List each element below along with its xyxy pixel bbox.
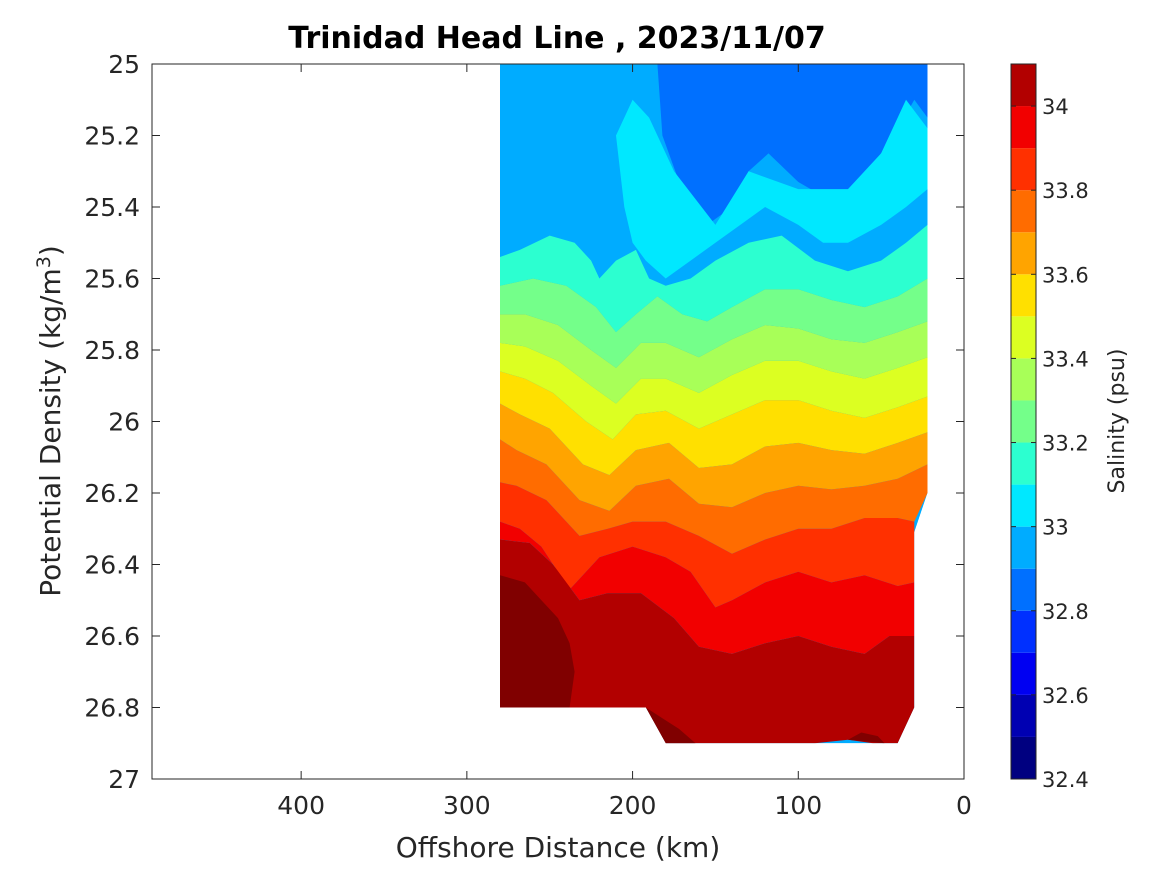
contour-band-11-14 <box>500 371 928 476</box>
y-tick-label: 25.4 <box>84 193 140 222</box>
contour-band-7-10 <box>500 224 928 333</box>
colorbar-swatch <box>1011 358 1036 401</box>
colorbar-swatch <box>1011 232 1036 275</box>
contour-band-10-13 <box>500 342 928 440</box>
colorbar: 32.4 32.6 32.8 33 33.2 33.4 33.6 33.8 34 <box>1010 63 1089 792</box>
colorbar-tick-label: 32.8 <box>1042 600 1089 624</box>
y-axis-label-superscript: 3 <box>33 256 55 268</box>
colorbar-tick-label: 33.6 <box>1042 263 1089 287</box>
y-axis-label-close: ) <box>34 245 67 256</box>
x-tick-label: 0 <box>956 791 972 820</box>
colorbar-swatch <box>1011 190 1036 233</box>
x-axis-ticks: 400 300 200 100 0 <box>277 64 972 820</box>
contour-band-16-19 <box>500 539 915 744</box>
y-tick-label: 25.6 <box>84 265 140 294</box>
y-tick-label: 25 <box>108 50 140 79</box>
colorbar-swatch <box>1011 316 1036 359</box>
contour-band-14-17 <box>500 482 915 608</box>
chart-title: Trinidad Head Line , 2023/11/07 <box>288 21 825 56</box>
contour-band-6-9 <box>616 99 928 279</box>
colorbar-tick-label: 32.4 <box>1042 768 1089 792</box>
colorbar-label: Salinity (psu) <box>1105 349 1130 494</box>
x-tick-label: 200 <box>609 791 657 820</box>
contour-band-9-12 <box>500 314 928 404</box>
contour-band-13-16 <box>500 439 928 554</box>
x-tick-label: 400 <box>277 791 325 820</box>
colorbar-swatch <box>1011 400 1036 443</box>
contour-band-17-22 <box>848 732 885 744</box>
y-tick-label: 26.6 <box>84 622 140 651</box>
colorbar-swatch <box>1011 274 1036 317</box>
y-tick-label: 27 <box>108 765 140 794</box>
y-axis-label-main: Potential Density (kg/m <box>34 268 67 597</box>
y-tick-label: 26.2 <box>84 479 140 508</box>
colorbar-swatch <box>1011 526 1036 569</box>
colorbar-swatch <box>1011 64 1036 107</box>
colorbar-tick-label: 32.6 <box>1042 684 1089 708</box>
colorbar-frame <box>1010 63 1037 780</box>
y-tick-label: 26.8 <box>84 694 140 723</box>
colorbar-swatch <box>1011 568 1036 611</box>
colorbar-swatch <box>1011 442 1036 485</box>
y-tick-label: 25.2 <box>84 122 140 151</box>
colorbar-swatch <box>1011 106 1036 149</box>
x-tick-label: 300 <box>443 791 491 820</box>
contour-band-5-8 <box>500 64 625 243</box>
colorbar-tick-label: 33.2 <box>1042 432 1089 456</box>
y-axis-ticks: 25 25.2 25.4 25.6 25.8 26 26.2 26.4 26.6 26.8 27 <box>84 50 964 794</box>
contour-band-12-15 <box>500 403 928 511</box>
colorbar-swatches <box>1011 64 1036 779</box>
contour-bands <box>500 64 928 744</box>
colorbar-swatch <box>1011 484 1036 527</box>
contour-band-15-18 <box>500 521 915 654</box>
x-tick-label: 100 <box>774 791 822 820</box>
y-tick-label: 26.4 <box>84 551 140 580</box>
y-axis-label: Potential Density (kg/m3) <box>33 245 67 597</box>
contour-band-4-7 <box>657 64 928 225</box>
colorbar-ticks: 32.4 32.6 32.8 33 33.2 33.4 33.6 33.8 34 <box>1011 95 1089 792</box>
colorbar-tick-label: 33.8 <box>1042 179 1089 203</box>
colorbar-swatch <box>1011 736 1036 779</box>
plot-area: 400 300 200 100 0 25 25.2 25.4 25.6 25.8 26 26.2 26… <box>84 50 972 820</box>
contour-band-17-21 <box>645 707 696 744</box>
colorbar-swatch <box>1011 610 1036 653</box>
colorbar-swatch <box>1011 652 1036 695</box>
y-tick-label: 25.8 <box>84 336 140 365</box>
colorbar-swatch <box>1011 148 1036 191</box>
colorbar-swatch <box>1011 694 1036 737</box>
contour-band-8-11 <box>500 278 928 368</box>
y-tick-label: 26 <box>108 408 140 437</box>
colorbar-tick-label: 34 <box>1042 95 1069 119</box>
colorbar-tick-label: 33 <box>1042 516 1069 540</box>
x-axis-label: Offshore Distance (km) <box>396 831 721 864</box>
contour-band-17-20 <box>500 575 575 708</box>
colorbar-tick-label: 33.4 <box>1042 347 1089 371</box>
